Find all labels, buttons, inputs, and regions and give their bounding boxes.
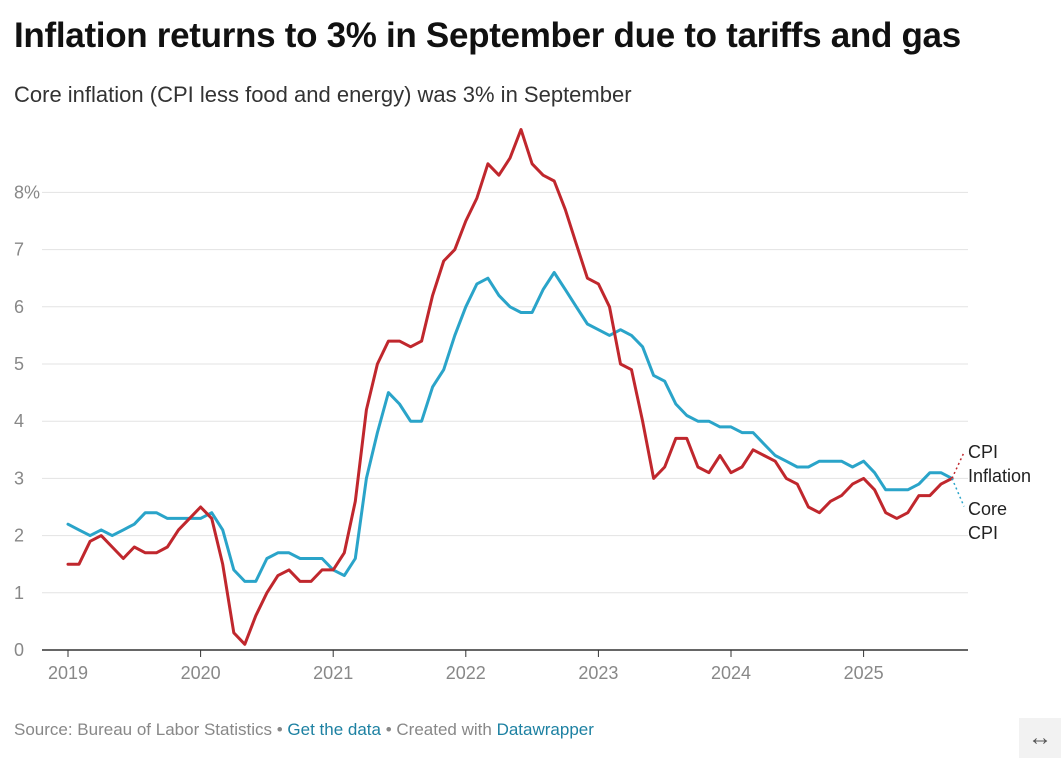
- y-tick-label: 0: [14, 640, 24, 660]
- x-tick-label: 2025: [844, 663, 884, 683]
- label-connector: [951, 452, 965, 479]
- y-tick-label: 1: [14, 583, 24, 603]
- x-tick-label: 2021: [313, 663, 353, 683]
- footer-separator: •: [276, 720, 283, 739]
- series-label: Core: [968, 499, 1007, 519]
- series-label: Inflation: [968, 466, 1031, 486]
- get-data-link[interactable]: Get the data: [287, 720, 381, 739]
- line-chart: 0 1 2 3 4 5 6 7 8% 2019 2020 2021 2022 2023 2024 2025 CP…: [14, 128, 1031, 683]
- y-tick-label: 3: [14, 468, 24, 488]
- created-with-text: Created with: [396, 720, 492, 739]
- y-tick-label: 7: [14, 240, 24, 260]
- cpi-inflation-line: [66, 128, 954, 646]
- y-tick-label: 6: [14, 297, 24, 317]
- series-label: CPI: [968, 442, 998, 462]
- chart-title: Inflation returns to 3% in September due…: [14, 16, 961, 55]
- label-connector: [951, 478, 965, 507]
- x-tick-label: 2024: [711, 663, 751, 683]
- chart-subtitle: Core inflation (CPI less food and energy…: [14, 82, 632, 107]
- y-tick-label: 2: [14, 526, 24, 546]
- x-tick-label: 2023: [578, 663, 618, 683]
- chart-footer: Source: Bureau of Labor Statistics • Get…: [14, 720, 594, 740]
- series-label: CPI: [968, 523, 998, 543]
- expand-icon[interactable]: ↔: [1019, 718, 1061, 758]
- x-tick-label: 2020: [181, 663, 221, 683]
- datawrapper-link[interactable]: Datawrapper: [496, 720, 594, 739]
- core-cpi-line: [66, 271, 954, 583]
- y-tick-label: 4: [14, 411, 24, 431]
- source-text: Source: Bureau of Labor Statistics: [14, 720, 272, 739]
- y-tick-label: 8%: [14, 182, 40, 202]
- y-tick-label: 5: [14, 354, 24, 374]
- x-tick-label: 2022: [446, 663, 486, 683]
- x-tick-label: 2019: [48, 663, 88, 683]
- footer-separator: •: [385, 720, 392, 739]
